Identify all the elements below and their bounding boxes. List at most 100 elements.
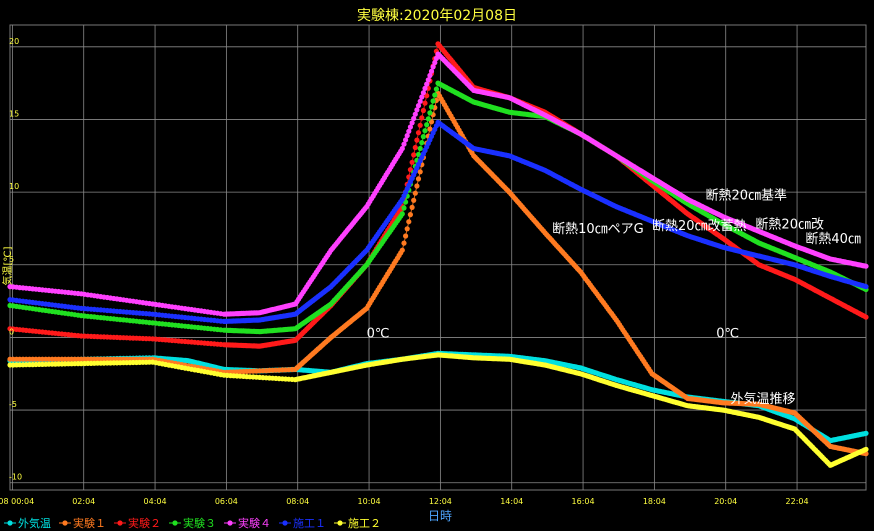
x-tick-label: 2/08 00:04 [0,497,34,506]
data-point [432,92,438,98]
annotation: 0℃ [716,326,739,341]
data-point [420,107,426,114]
x-tick-label: 10:04 [358,497,381,506]
annotation: 断熱40㎝ [805,232,861,247]
x-tick-label: 20:04 [714,497,737,506]
annotation-text: 断熱20㎝改 [755,217,824,232]
data-point [409,159,415,165]
data-point [420,134,426,140]
x-tick-label: 02:04 [72,497,95,506]
y-axis-label: 気温[℃] [1,246,14,285]
legend-item: 施工２ [334,517,381,530]
annotation: 断熱20㎝改 [755,217,824,232]
legend-marker [337,520,343,526]
data-point [406,128,412,134]
data-point [420,90,426,96]
legend-label: 施工２ [348,517,381,530]
legend-marker [227,520,233,526]
series-4 [7,51,869,317]
data-point [863,446,869,452]
data-point [403,137,409,143]
series-6 [7,352,869,468]
annotation: 0℃ [367,326,390,341]
data-point [411,152,417,158]
data-point [414,107,420,113]
series-5 [7,119,869,324]
data-point [863,263,869,269]
y-tick-label: -5 [9,400,17,409]
data-point [424,81,430,87]
legend-label: 実験４ [238,516,271,530]
data-point [414,137,420,143]
axis-layer: -10 -5 0 5 10 15 20 2/08 00:04 02:04 04:04 06:04 08… [0,37,809,506]
annotation: 外気温推移 [730,391,795,407]
data-point [409,204,415,210]
annotation: 断熱20㎝基準 [706,187,788,203]
annotation-text: 断熱10㎝ペアG [552,222,644,237]
data-point [425,77,431,83]
data-point [415,130,422,136]
legend-marker [282,520,288,526]
y-tick-label: 5 [9,255,14,264]
y-tick-label: 20 [9,37,19,46]
x-tick-label: 12:04 [429,497,452,506]
data-point [399,211,405,217]
data-point [863,284,869,290]
y-tick-label: 15 [9,109,19,118]
data-point [430,98,436,104]
data-point [412,144,418,151]
data-point [399,145,405,152]
plot-frame [9,24,867,491]
data-point [428,104,435,110]
data-point [417,98,423,104]
legend-marker [62,520,68,526]
legend-item: 外気温 [4,516,51,530]
data-point [404,226,410,232]
data-point [404,133,410,139]
y-tick-label: 0 [9,327,14,336]
x-axis-label: 日時 [428,509,452,523]
data-point [427,110,433,116]
data-point [401,205,407,211]
data-point [401,141,407,147]
annotation-text: 外気温推移 [730,391,795,407]
data-point [422,100,428,106]
legend-marker [172,520,178,526]
legend-label: 実験１ [73,516,106,530]
data-point [417,122,423,128]
data-point [406,219,412,225]
data-point [415,103,422,109]
legend-marker [7,520,13,526]
annotation-text: 断熱40㎝ [805,232,861,247]
x-tick-label: 22:04 [786,497,809,506]
x-tick-label: 14:04 [500,497,523,506]
x-tick-label: 06:04 [215,497,238,506]
data-point [414,183,420,189]
data-point [863,430,869,436]
x-tick-label: 04:04 [144,497,167,506]
legend-item: 実験２ [114,516,161,530]
annotation-text: 断熱20㎝改蓄熱 [652,219,747,234]
data-point [411,115,417,122]
data-point [430,64,436,70]
legend-item: 実験４ [224,516,271,530]
legend-marker [117,520,123,526]
data-point [424,122,430,128]
y-tick-label: 10 [9,182,19,191]
data-point [409,120,415,126]
data-point [419,94,425,100]
annotation-text: 0℃ [716,326,739,341]
chart-title: 実験棟:2020年02月08日 [357,8,517,24]
x-tick-label: 18:04 [643,497,666,506]
legend-item: 実験１ [59,516,106,530]
legend-label: 実験２ [128,516,161,530]
data-point [417,169,423,175]
data-point [399,247,405,253]
data-point [412,190,418,196]
series-layer [7,41,869,468]
legend-label: 外気温 [18,516,51,530]
data-point [407,212,413,218]
data-point [407,124,413,130]
data-point [415,176,422,182]
